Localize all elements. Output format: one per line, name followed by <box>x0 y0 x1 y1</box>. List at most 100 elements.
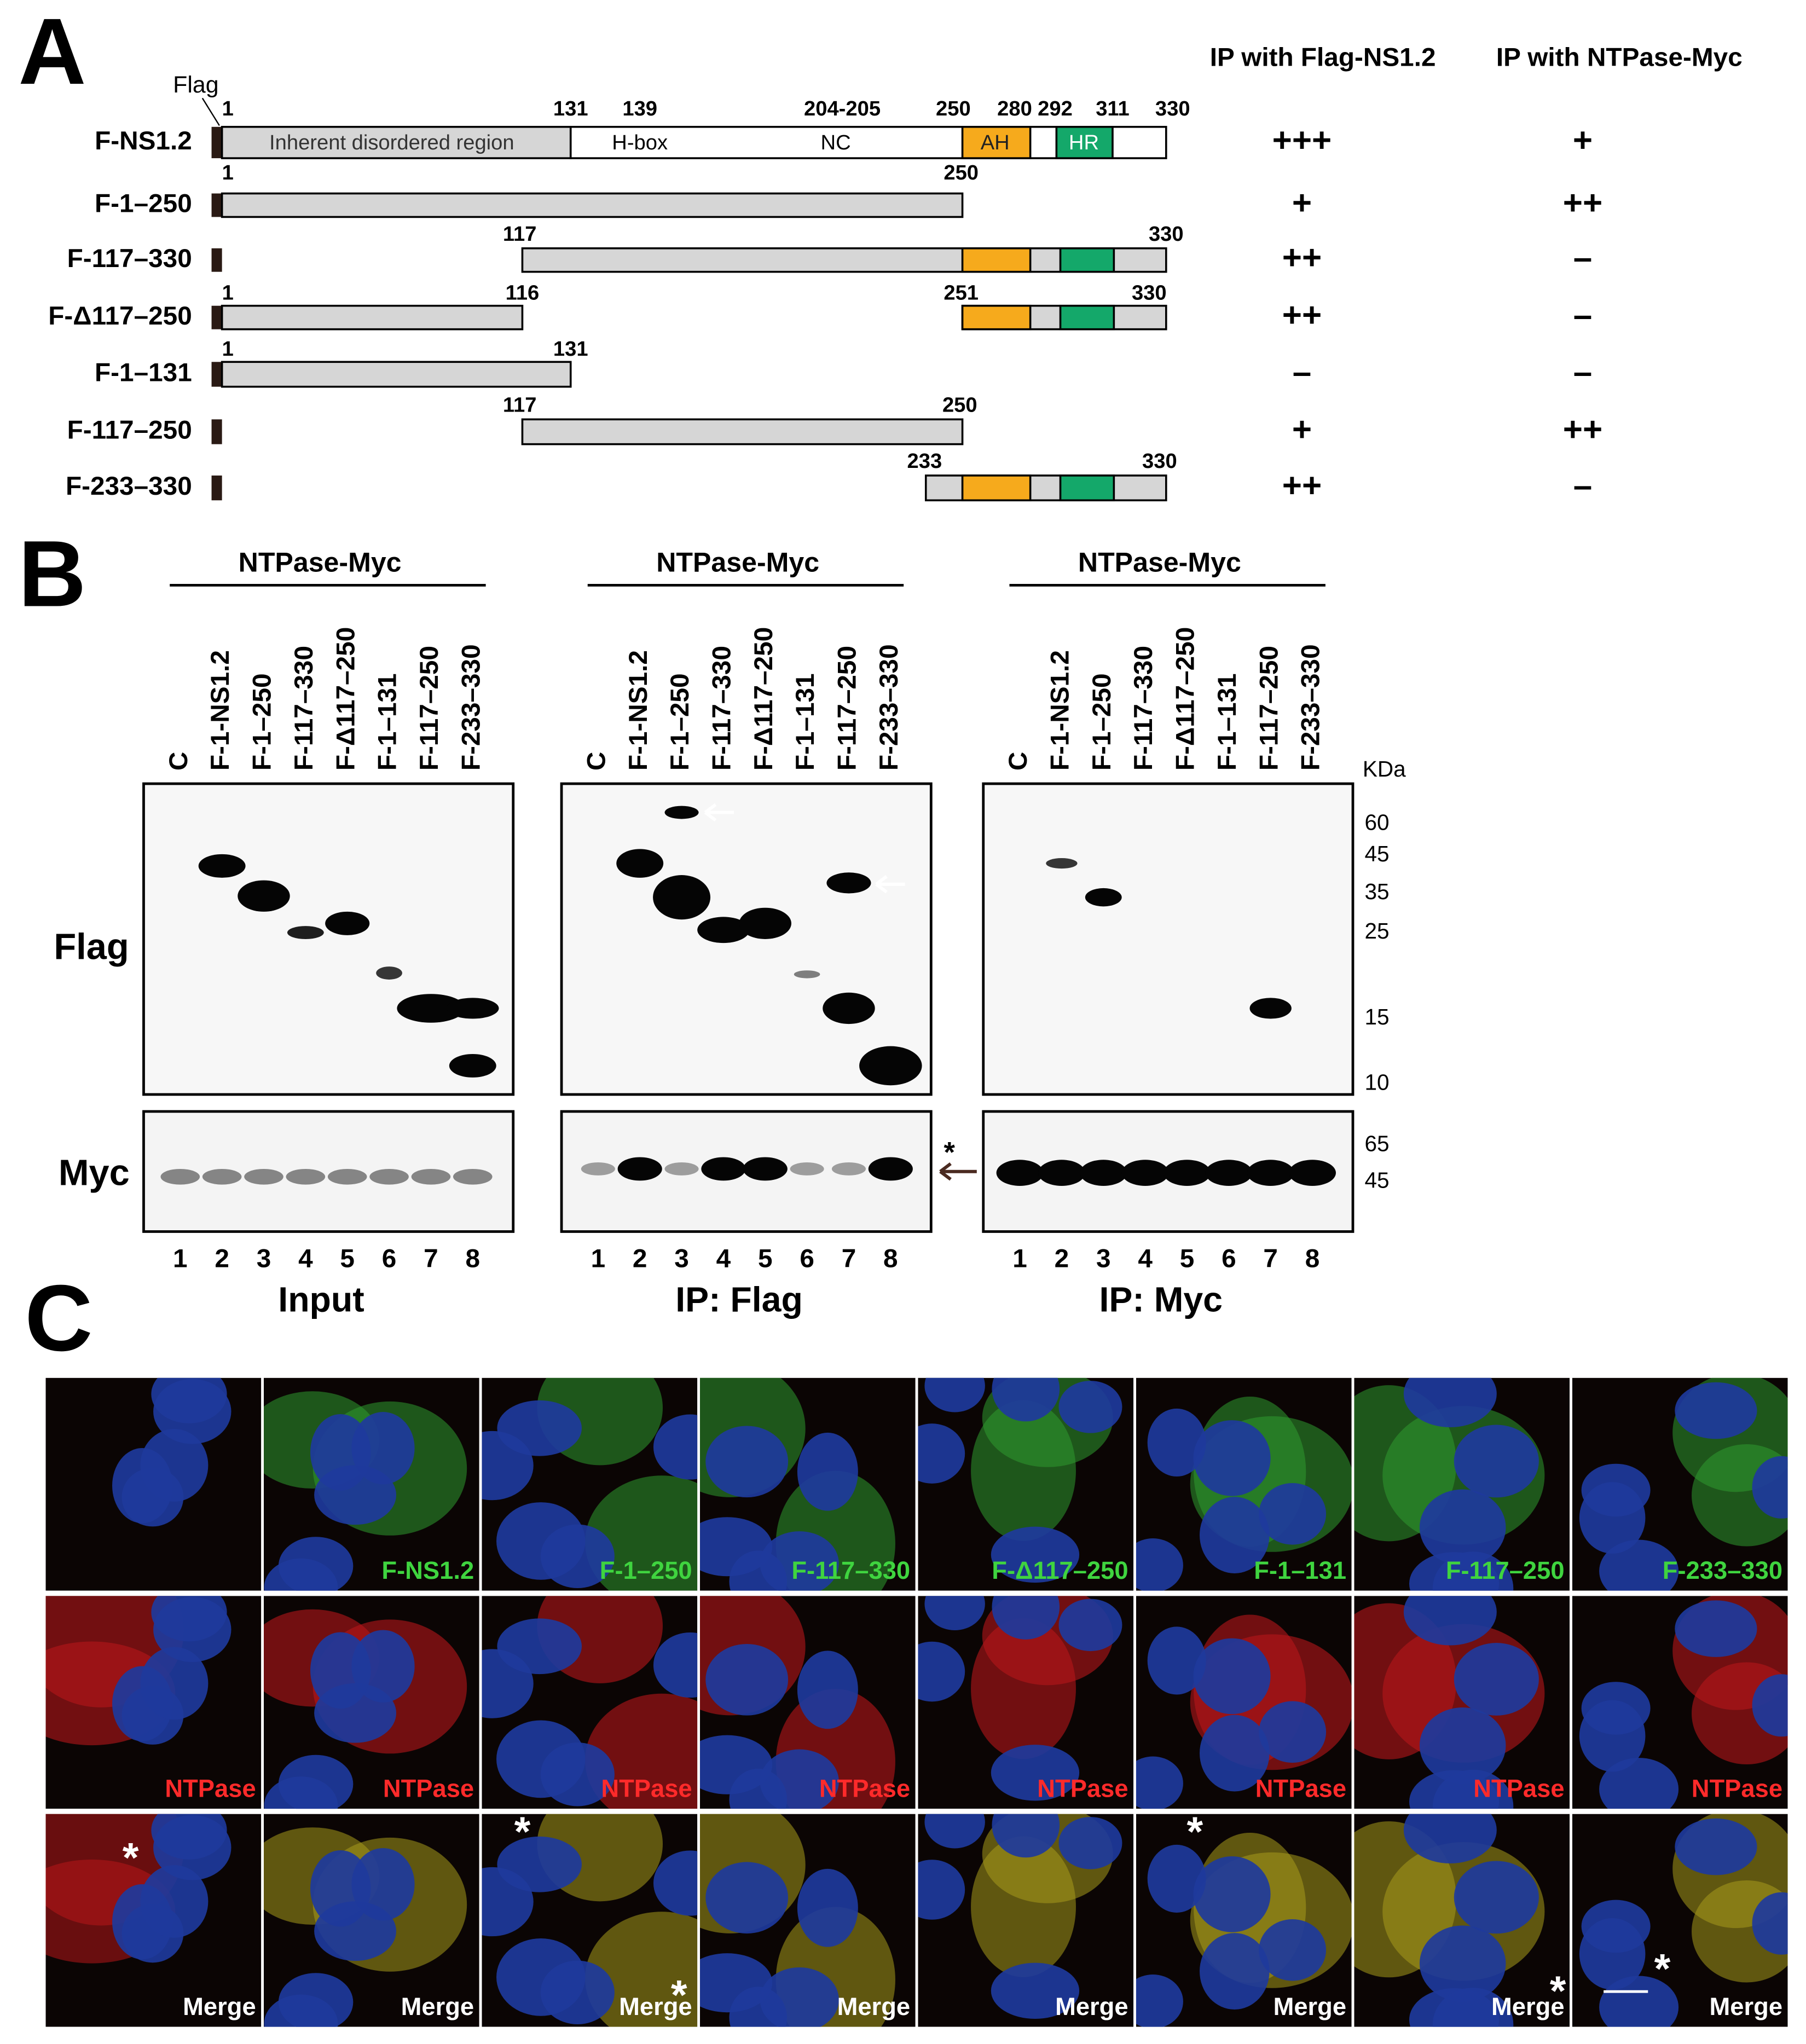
nucleus <box>760 1967 839 2027</box>
region-label: H-box <box>612 131 668 154</box>
construct-label: F-Δ117–250 <box>992 1556 1128 1584</box>
merge-label: Merge <box>183 1993 256 2020</box>
nucleus <box>1579 1700 1646 1772</box>
domain-bar <box>221 304 524 331</box>
flag-tag <box>211 305 222 329</box>
blot-title: IP: Flag <box>675 1279 803 1319</box>
nucleus <box>924 1814 985 1849</box>
micrograph <box>45 1377 262 1591</box>
nucleus <box>1193 1420 1271 1496</box>
nucleus <box>1136 1756 1183 1809</box>
nucleus <box>496 1938 586 2016</box>
flag-label: Flag <box>173 72 219 98</box>
flag-pointer <box>201 97 220 126</box>
nucleus <box>1403 1596 1497 1646</box>
score: – <box>1573 353 1593 391</box>
nucleus <box>1147 1408 1206 1477</box>
lane-label: F-1–131 <box>373 673 402 771</box>
nucleus <box>797 1432 858 1511</box>
channel-label: NTPase <box>819 1775 910 1803</box>
column-header: IP with Flag-NS1.2 <box>1210 43 1436 72</box>
band <box>664 806 699 819</box>
micrograph <box>263 1814 479 2027</box>
lane-label: F-233–330 <box>875 644 904 771</box>
domain-bar <box>961 126 1032 159</box>
lane-number: 8 <box>466 1244 481 1273</box>
arrow <box>939 1162 977 1181</box>
score: ++ <box>1282 467 1322 505</box>
lane-label: F-1-NS1.2 <box>206 650 235 771</box>
lane-label: F-117–330 <box>708 646 737 771</box>
nucleus <box>497 1836 582 1892</box>
nucleus <box>924 1377 985 1412</box>
merge-label: Merge <box>619 1993 692 2020</box>
micrograph <box>699 1377 916 1591</box>
nucleus <box>992 1377 1060 1422</box>
lane-number: 3 <box>674 1244 689 1273</box>
lane-number: 3 <box>1096 1244 1111 1273</box>
lane-label: F-1-NS1.2 <box>624 650 653 771</box>
nucleus <box>1058 1817 1122 1869</box>
band <box>617 1157 662 1181</box>
lane-number: 2 <box>633 1244 647 1273</box>
channel-label: NTPase <box>1692 1775 1782 1803</box>
nucleus <box>760 1749 839 1809</box>
merge-label: Merge <box>1710 1993 1783 2020</box>
lane-number: 6 <box>382 1244 397 1273</box>
nucleus <box>1752 1456 1788 1519</box>
merge-label: Merge <box>1491 1993 1565 2020</box>
domain-bar <box>1059 474 1115 502</box>
kda-label: KDa <box>1363 756 1406 781</box>
flag-tag <box>211 362 222 387</box>
micrograph <box>1572 1596 1788 1809</box>
residue-number: 233 <box>907 449 942 473</box>
channel-label: NTPase <box>601 1775 692 1803</box>
flag-tag <box>211 126 222 159</box>
micrograph <box>1354 1596 1570 1809</box>
channel-label: NTPase <box>383 1775 474 1803</box>
nucleus <box>1579 1482 1646 1554</box>
blot-title: Input <box>278 1279 364 1319</box>
arrow <box>875 875 905 894</box>
residue-number: 250 <box>943 161 979 184</box>
nucleus <box>140 1865 209 1938</box>
band <box>449 1053 496 1078</box>
score: – <box>1573 239 1593 277</box>
score: – <box>1573 297 1593 334</box>
lane-label: F-117–250 <box>415 646 444 771</box>
blot-header: NTPase-Myc <box>239 547 402 577</box>
band <box>1085 888 1122 907</box>
row-label: Myc <box>59 1153 130 1194</box>
score: + <box>1292 410 1312 448</box>
nucleus <box>924 1596 985 1630</box>
lane-label: C <box>582 752 611 771</box>
lane-number: 4 <box>298 1244 313 1273</box>
channel-label: NTPase <box>1255 1775 1346 1803</box>
nucleus <box>153 1815 231 1880</box>
band <box>244 1168 283 1185</box>
band <box>701 1157 746 1181</box>
score: ++ <box>1563 184 1602 222</box>
score: + <box>1292 184 1312 222</box>
merge-label: Merge <box>1274 1993 1347 2020</box>
green-signal <box>971 1400 1076 1541</box>
nucleus <box>918 1641 965 1702</box>
nucleus <box>653 1632 698 1698</box>
asterisk: * <box>123 1835 139 1881</box>
nucleus <box>153 1597 231 1662</box>
micrograph <box>1572 1377 1788 1591</box>
lane-number: 4 <box>716 1244 731 1273</box>
region-label: AH <box>981 131 1010 154</box>
domain-bar <box>221 126 572 159</box>
residue-number: 117 <box>503 393 537 417</box>
nucleus <box>1675 1600 1757 1657</box>
region-label: HR <box>1069 131 1099 154</box>
region-label: Inherent disordered region <box>269 131 514 154</box>
nucleus <box>1200 1497 1270 1574</box>
band <box>664 1162 699 1176</box>
marker-label: 45 <box>1364 1168 1389 1193</box>
lane-number: 5 <box>1180 1244 1195 1273</box>
micrograph <box>699 1814 916 2027</box>
band <box>743 1157 788 1181</box>
band <box>831 1162 866 1176</box>
